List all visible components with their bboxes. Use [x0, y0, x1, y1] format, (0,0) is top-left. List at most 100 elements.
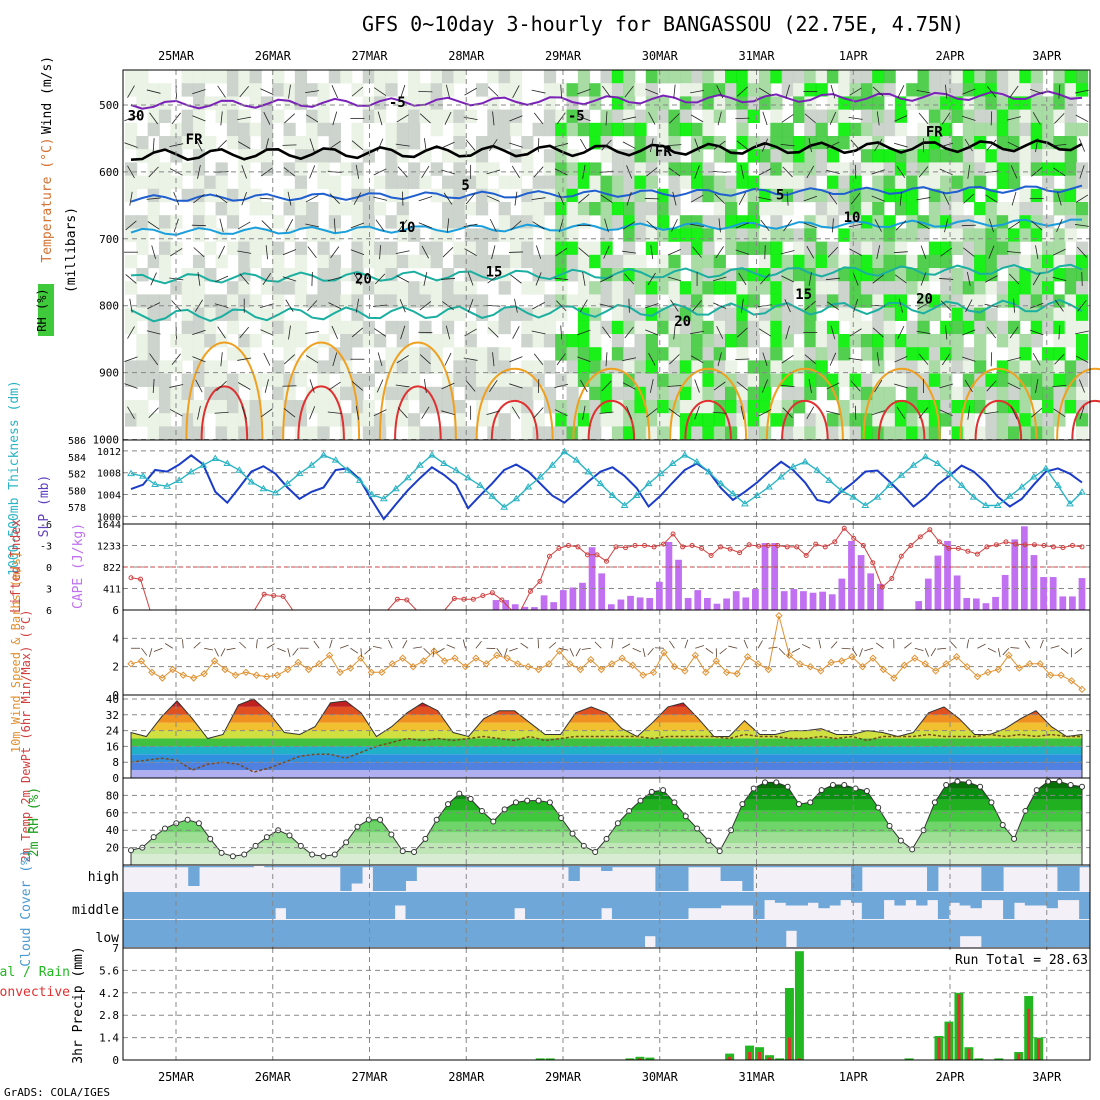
- wind-barb: [305, 90, 320, 93]
- rh-shade-cell: [849, 281, 862, 295]
- cloud-cell: [655, 866, 667, 891]
- rh-marker: [331, 851, 338, 858]
- wind-barb: [942, 192, 950, 206]
- rh-shade-cell: [849, 373, 862, 387]
- wind-marker: [315, 660, 323, 668]
- thickness-marker: [1042, 464, 1050, 472]
- rh-shade-cell: [498, 122, 511, 137]
- thickness-marker: [548, 461, 557, 468]
- precip-frame: [122, 947, 1091, 1061]
- rh-shade-cell: [260, 122, 274, 137]
- rh-shade-cell: [238, 426, 251, 440]
- rh-shade-cell: [713, 175, 726, 189]
- rh-shade-cell: [691, 122, 704, 137]
- rh-shade-cell: [294, 254, 308, 269]
- cloud-cell: [557, 920, 569, 947]
- rh-shade-cell: [736, 347, 749, 361]
- wind-barb: [646, 220, 658, 231]
- rh-shade-cell: [1042, 373, 1055, 387]
- rh-shade-cell: [657, 122, 670, 137]
- rh-shade-cell: [498, 83, 511, 97]
- rh-shade-cell: [996, 175, 1009, 189]
- rh-shade-cell: [158, 268, 172, 282]
- rh-shade-cell: [453, 347, 466, 361]
- rh-shade-cell: [906, 347, 919, 361]
- rh-shade-cell: [702, 175, 715, 189]
- rh-shade-cell: [238, 83, 251, 97]
- rh-shade-cell: [125, 70, 138, 84]
- rh-shade-cell: [226, 109, 240, 123]
- rh-shade-cell: [623, 202, 636, 216]
- rh-shade-cell: [453, 373, 466, 387]
- rh-shade-cell: [215, 373, 228, 387]
- wind-barb: [419, 301, 432, 311]
- rh-shade-cell: [747, 83, 760, 97]
- cloud-cell: [492, 892, 504, 919]
- rh-shade-cell: [917, 215, 930, 229]
- rh-marker: [614, 820, 621, 827]
- rh-shade-cell: [849, 268, 862, 282]
- rh-marker: [1067, 781, 1074, 788]
- li-marker: [851, 535, 857, 541]
- wind-barb-10m: [998, 648, 1001, 658]
- wind-barb-10m: [413, 646, 423, 649]
- rh-shade-cell: [1008, 228, 1021, 242]
- rh-shade-cell: [974, 228, 987, 242]
- rh-shade-cell: [170, 215, 183, 229]
- rh-shade-cell: [928, 109, 942, 123]
- wind-barb: [309, 138, 315, 152]
- rh-shade-cell: [940, 96, 953, 110]
- wind-barb: [1008, 273, 1020, 285]
- rh-shade-cell: [125, 188, 138, 203]
- wind-barb: [781, 354, 794, 364]
- rh-shade-cell: [340, 386, 353, 401]
- rh-shade-cell: [826, 281, 840, 295]
- wind-barb: [920, 272, 927, 286]
- rh-shade-cell: [996, 122, 1009, 137]
- rh-shade-cell: [158, 386, 172, 401]
- wind-barb: [288, 84, 291, 99]
- rh-shade-cell: [170, 122, 183, 137]
- rh-shade-cell: [974, 334, 987, 348]
- rh-marker: [263, 834, 270, 841]
- wind-barb: [151, 245, 156, 260]
- rh-shade-cell: [623, 426, 636, 440]
- wind-barb-10m: [164, 643, 174, 649]
- rh-shade-cell: [645, 162, 658, 176]
- wind-barb: [444, 111, 452, 125]
- rh-shade-cell: [442, 188, 455, 203]
- cloud-cell: [285, 892, 298, 919]
- rh-shade-cell: [702, 281, 715, 295]
- wind-barb: [444, 352, 452, 366]
- rh-shade-cell: [396, 254, 409, 269]
- rh-shade-cell: [747, 386, 760, 401]
- li-marker: [537, 578, 543, 584]
- rh-shade-cell: [1030, 228, 1043, 242]
- wind-marker: [722, 668, 731, 677]
- cloud-cell: [655, 892, 667, 919]
- cape-bar: [819, 591, 826, 610]
- rh-shade-cell: [1008, 149, 1021, 163]
- rh-shade-cell: [917, 334, 930, 348]
- thickness-line: [130, 450, 1083, 509]
- rh-shade-cell: [374, 83, 387, 97]
- wind-barb: [441, 410, 455, 416]
- rh-shade-cell: [1053, 307, 1066, 321]
- rh-shade-cell: [1076, 162, 1089, 176]
- wind-barb: [556, 112, 566, 125]
- rh-shade-cell: [543, 360, 557, 374]
- rh-shade-cell: [1008, 307, 1021, 321]
- wind-barb: [554, 143, 569, 148]
- rh-marker: [784, 783, 791, 790]
- cloud-cell: [525, 892, 537, 919]
- rh-shade-cell: [894, 347, 908, 361]
- wind-barb: [605, 111, 608, 126]
- rh-shade-cell: [736, 215, 749, 229]
- precip-tick: 1.4: [99, 1032, 119, 1045]
- wind-barb: [309, 406, 316, 420]
- wind-marker: [294, 658, 302, 667]
- rh-shade-cell: [826, 70, 840, 84]
- rh-shade-cell: [453, 360, 466, 374]
- wind-barb: [486, 410, 501, 416]
- rh-shade-cell: [883, 373, 896, 387]
